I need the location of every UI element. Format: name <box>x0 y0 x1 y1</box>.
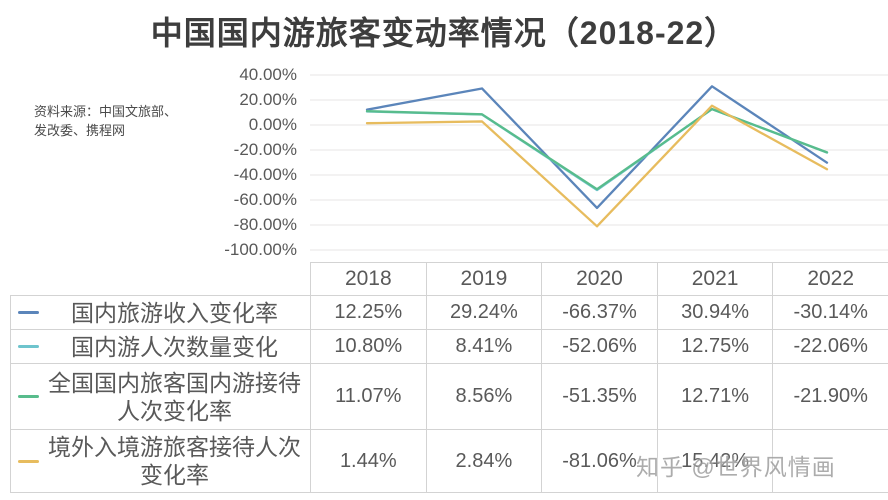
table-header-year: 2020 <box>541 262 657 296</box>
y-axis-tick: 20.00% <box>239 90 297 109</box>
y-axis-tick: 0.00% <box>248 115 297 134</box>
table-cell: -21.90% <box>772 364 888 430</box>
y-axis-tick: 40.00% <box>239 65 297 84</box>
table-cell: 1.44% <box>310 430 426 493</box>
table-cell: 12.71% <box>656 364 773 430</box>
series-label: 国内游人次数量变化 <box>71 333 278 360</box>
table-cell: -51.35% <box>541 364 657 430</box>
table-cell: -30.14% <box>772 296 888 330</box>
table-cell: -22.06% <box>772 330 888 364</box>
table-header-year: 2018 <box>310 262 426 296</box>
source-note: 资料来源：中国文旅部、 发改委、携程网 <box>34 102 224 140</box>
data-table: 2018 2019 2020 2021 2022 国内旅游收入变化率 12.25… <box>10 262 888 493</box>
y-axis-tick: -60.00% <box>233 190 297 209</box>
series-color-swatch <box>18 395 39 398</box>
source-note-line2: 发改委、携程网 <box>34 123 126 138</box>
table-cell: -52.06% <box>541 330 657 364</box>
table-cell: -66.37% <box>541 296 657 330</box>
line-chart-svg <box>310 74 888 251</box>
table-header-corner <box>10 262 310 296</box>
table-header-year: 2022 <box>772 262 888 296</box>
series-line-3 <box>365 104 829 228</box>
series-label: 全国国内旅客国内游接待人次变化率 <box>48 369 301 424</box>
y-axis-tick: -40.00% <box>233 165 297 184</box>
table-row-label: 国内游人次数量变化 <box>10 330 310 364</box>
series-label: 国内旅游收入变化率 <box>71 299 278 326</box>
y-axis-tick: -20.00% <box>233 140 297 159</box>
series-color-swatch <box>18 345 39 348</box>
table-cell: 10.80% <box>310 330 426 364</box>
table-cell: 8.41% <box>425 330 542 364</box>
series-line-0 <box>365 85 829 210</box>
table-cell: -81.06% <box>541 430 657 493</box>
table-cell: 2.84% <box>425 430 542 493</box>
table-cell: 29.24% <box>425 296 542 330</box>
series-label: 境外入境游旅客接待人次变化率 <box>48 434 301 488</box>
table-header-year: 2019 <box>425 262 542 296</box>
table-cell: 12.25% <box>310 296 426 330</box>
y-axis: 40.00% 20.00% 0.00% -20.00% -40.00% -60.… <box>190 60 305 260</box>
series-color-swatch <box>18 459 39 463</box>
table-cell <box>772 430 888 493</box>
table-cell: 15.42% <box>656 430 773 493</box>
series-line-2 <box>365 107 829 191</box>
table-cell: 30.94% <box>656 296 773 330</box>
y-axis-tick: -100.00% <box>224 240 297 259</box>
table-cell: 12.75% <box>656 330 773 364</box>
table-row-label: 国内旅游收入变化率 <box>10 296 310 330</box>
chart-title: 中国国内游旅客变动率情况（2018-22） <box>150 15 738 51</box>
table-cell: 11.07% <box>310 364 426 430</box>
y-axis-tick: -80.00% <box>233 215 297 234</box>
table-cell: 8.56% <box>425 364 542 430</box>
table-row-label: 全国国内旅客国内游接待人次变化率 <box>10 364 310 430</box>
source-note-line1: 资料来源：中国文旅部、 <box>34 104 178 119</box>
watermark: 知乎 @世界风情画 <box>636 454 836 480</box>
table-header-year: 2021 <box>656 262 773 296</box>
series-color-swatch <box>18 311 39 314</box>
table-row-label: 境外入境游旅客接待人次变化率 <box>10 430 310 493</box>
